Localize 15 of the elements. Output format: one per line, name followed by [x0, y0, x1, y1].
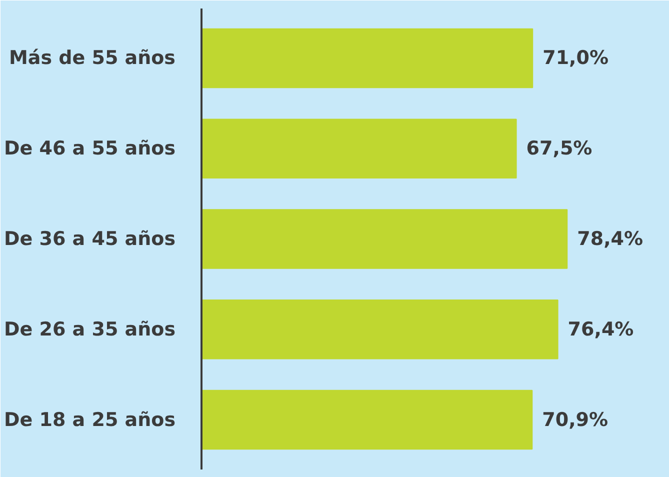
data-label: 71,0% — [542, 47, 609, 70]
y-tick-label: De 46 a 55 años — [4, 138, 176, 160]
data-label: 76,4% — [568, 318, 634, 340]
data-label: 67,5% — [526, 138, 592, 160]
y-tick-label: Más de 55 años — [8, 47, 176, 70]
bar — [202, 209, 568, 269]
bar — [202, 300, 558, 360]
bar — [202, 28, 534, 88]
y-tick-label: De 36 a 45 años — [4, 228, 176, 250]
y-tick-label: De 18 a 25 años — [4, 408, 176, 431]
data-label: 78,4% — [577, 228, 644, 250]
bar — [202, 118, 517, 178]
y-tick-label: De 26 a 35 años — [4, 318, 176, 340]
data-label: 70,9% — [542, 408, 608, 431]
bar — [202, 390, 533, 450]
